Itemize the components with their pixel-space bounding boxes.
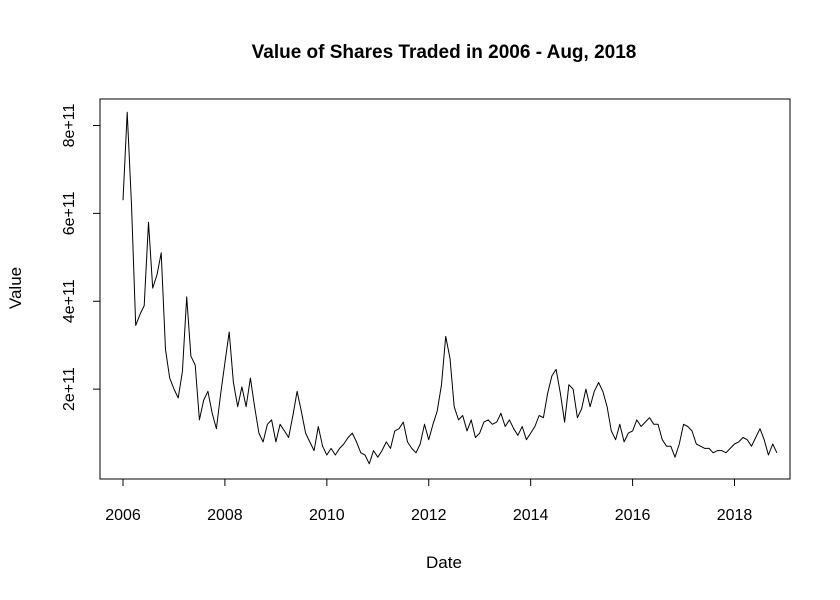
- x-tick-label: 2012: [411, 507, 447, 524]
- plot-frame: [99, 98, 791, 480]
- x-tick-label: 2008: [207, 507, 243, 524]
- x-axis: 2006 2008 2010 2012 2014 2016 2018: [105, 478, 753, 524]
- y-axis: 2e+11 4e+11 6e+11 8e+11: [61, 104, 101, 411]
- x-tick-label: 2016: [615, 507, 651, 524]
- y-axis-title: Value: [6, 267, 25, 309]
- y-tick-label: 2e+11: [61, 367, 78, 411]
- x-tick-label: 2018: [717, 507, 753, 524]
- x-tick-label: 2014: [513, 507, 549, 524]
- series-line: [122, 111, 778, 465]
- x-tick-label: 2006: [105, 507, 141, 524]
- x-tick-label: 2010: [309, 507, 345, 524]
- y-tick-label: 4e+11: [61, 279, 78, 323]
- chart-title: Value of Shares Traded in 2006 - Aug, 20…: [252, 42, 637, 63]
- x-axis-title: Date: [426, 553, 462, 572]
- y-tick-label: 8e+11: [61, 104, 78, 148]
- y-tick-label: 6e+11: [61, 191, 78, 235]
